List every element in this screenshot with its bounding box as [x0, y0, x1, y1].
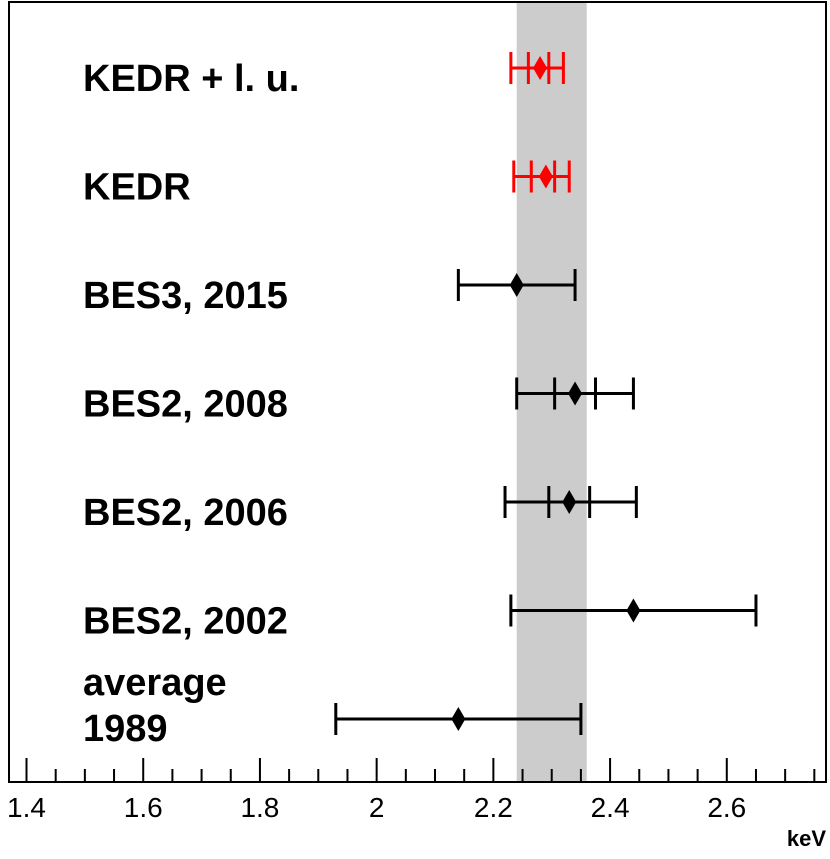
data-row: BES2, 2002 [83, 594, 758, 643]
row-label: BES2, 2006 [83, 492, 288, 534]
data-row: KEDR [83, 160, 571, 209]
data-point-marker [568, 381, 583, 406]
data-point-marker [509, 273, 524, 297]
row-label: average 1989 [83, 662, 227, 750]
row-label: BES3, 2015 [83, 275, 288, 317]
x-tick-label: 1.8 [240, 792, 279, 823]
data-row: BES3, 2015 [83, 269, 577, 317]
data-point-marker [626, 598, 641, 623]
x-tick-label: 1.4 [7, 792, 46, 823]
row-label: BES2, 2002 [83, 601, 288, 643]
x-tick-label: 2.6 [707, 792, 746, 823]
x-tick-label: 2.2 [474, 792, 513, 823]
data-row: average 1989 [83, 662, 583, 750]
data-row: BES2, 2008 [83, 377, 635, 426]
x-tick-label: 1.6 [124, 792, 163, 823]
plot-frame [8, 1, 827, 783]
data-point-marker [451, 707, 466, 731]
data-point-marker [562, 490, 577, 514]
row-label: BES2, 2008 [83, 384, 288, 426]
row-label-line: average [83, 662, 227, 704]
data-row: BES2, 2006 [83, 486, 638, 534]
row-label: KEDR + l. u. [83, 58, 299, 100]
row-label-line: 1989 [83, 708, 168, 750]
x-tick-label: 2.4 [591, 792, 630, 823]
row-label: KEDR [83, 167, 191, 209]
data-point-marker [538, 164, 553, 189]
x-axis-unit: keV [787, 826, 826, 851]
data-row: KEDR + l. u. [83, 52, 565, 100]
data-point-marker [533, 56, 548, 80]
x-tick-label: 2 [369, 792, 385, 823]
